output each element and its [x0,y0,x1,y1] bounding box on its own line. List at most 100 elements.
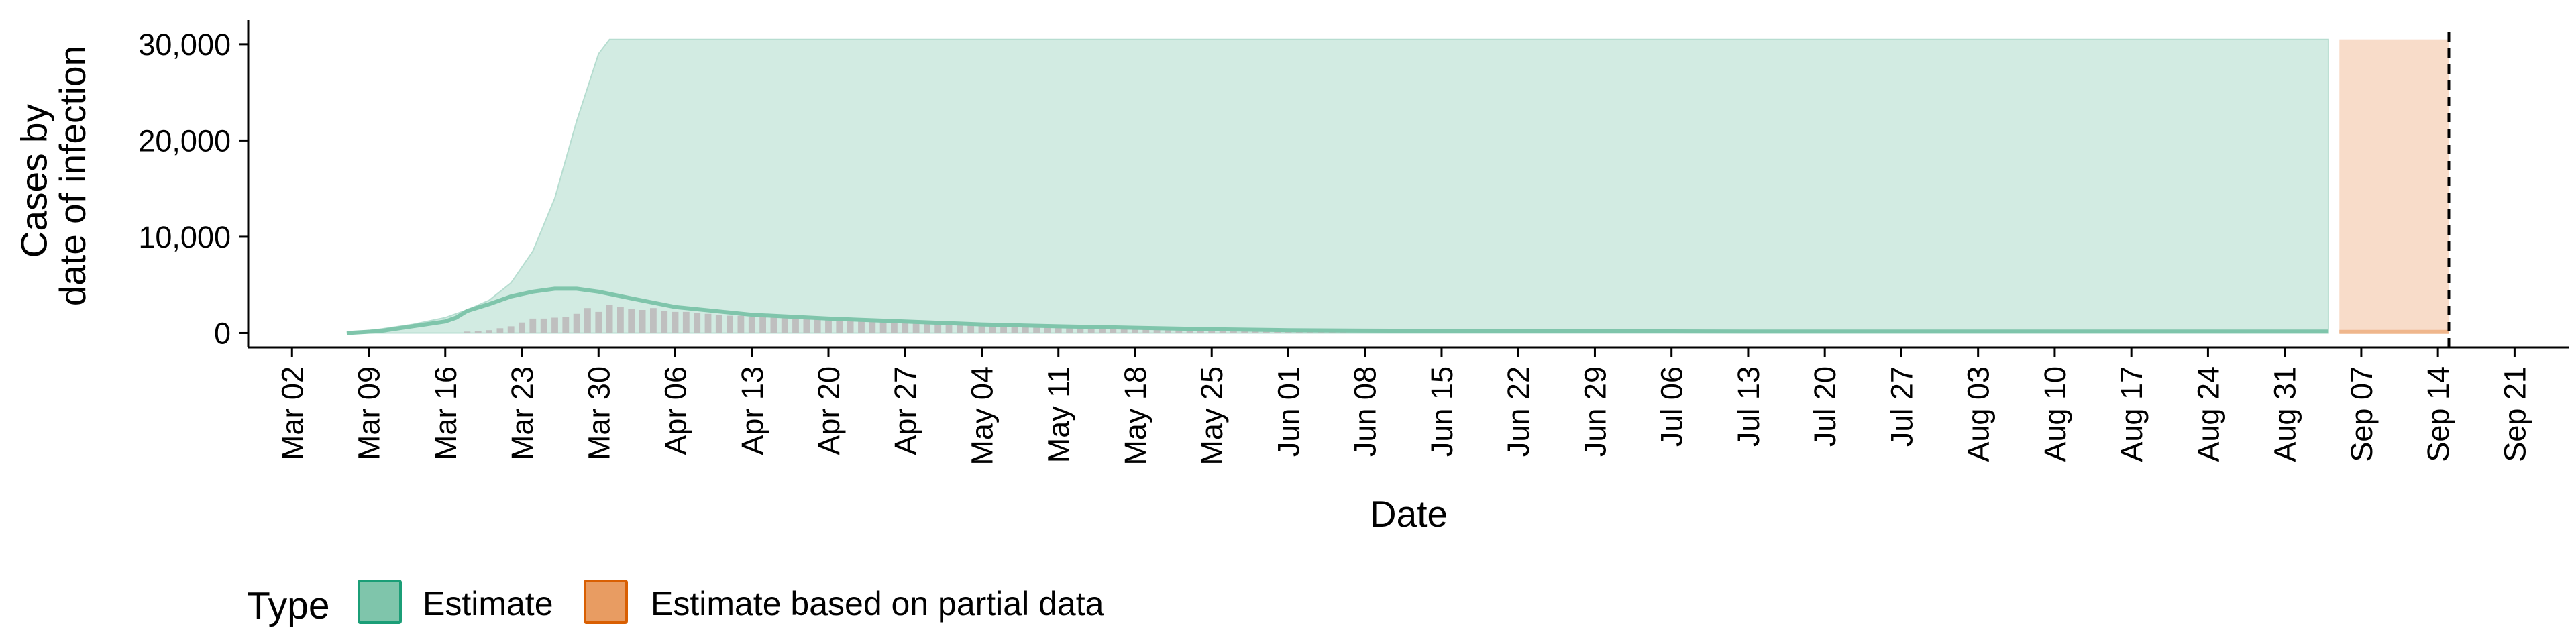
reported-case-bar [902,322,909,333]
x-tick-label: Jul 20 [1808,366,1842,447]
y-axis: 0 10,000 20,000 30,000 [138,20,250,350]
reported-case-bar [989,325,996,333]
reported-case-bar [727,315,733,333]
reported-case-bar [1186,329,1193,333]
reported-case-bar [682,311,690,333]
reported-case-bar [748,317,755,333]
reported-case-bar [507,326,515,333]
legend-swatch-partial [584,580,628,624]
x-tick-label: Sep 14 [2421,366,2455,462]
reported-case-bar [1044,327,1051,333]
x-tick-label: Jun 01 [1272,366,1306,457]
x-tick-label: Mar 16 [429,366,463,460]
x-tick-label: Apr 20 [812,366,846,455]
reported-case-bar [1252,331,1259,333]
reported-case-bar [1099,328,1106,333]
median-line-estimate [346,286,2328,335]
reported-case-bar [540,318,547,333]
reported-case-bar [803,318,810,333]
y-axis-title: Cases by date of infection [13,46,94,306]
reported-case-bar [704,313,712,333]
ribbons [346,38,2449,334]
x-tick-label: Mar 02 [275,366,309,460]
x-tick-label: Sep 07 [2345,366,2379,462]
reported-case-bar [759,317,766,333]
x-tick-label: Jul 13 [1731,366,1766,447]
reported-case-bar [617,307,624,333]
reported-case-bar [825,319,832,333]
reported-case-bar [496,328,504,333]
reported-case-bar [1077,327,1084,333]
y-tick-label: 30,000 [138,28,231,62]
reported-bars [464,305,1346,333]
reported-case-bar [1165,329,1171,333]
reported-case-bar [945,323,953,333]
reported-case-bar [781,317,788,333]
reported-case-bar [1197,330,1204,333]
y-axis-title-line-1: Cases by [13,104,55,258]
reported-case-bar [978,325,985,333]
y-axis-title-line-2: date of infection [52,46,93,306]
legend: Type Estimate Estimate based on partial … [247,580,1104,627]
reported-case-bar [1241,330,1248,333]
x-tick-label: Jun 29 [1578,366,1613,457]
y-tick-label: 0 [214,316,231,350]
reported-case-bar [1230,330,1237,333]
reported-case-bar [529,318,537,333]
reported-case-bar [879,321,887,333]
x-tick-label: Aug 31 [2268,366,2302,462]
reported-case-bar [912,322,920,333]
x-tick-label: Mar 09 [352,366,386,460]
reported-case-bar [661,311,668,333]
x-tick-label: Apr 13 [735,366,769,455]
ribbon-partial-estimate [2339,39,2449,333]
reported-case-bar [967,324,975,333]
legend-swatch-estimate [358,580,402,624]
x-tick-label: Mar 23 [505,366,539,460]
reported-case-bar [957,324,963,333]
reported-case-bar [1087,327,1095,333]
reported-case-bar [792,318,799,333]
reported-case-bar [934,323,942,333]
reported-case-bar [836,319,843,333]
reported-case-bar [1120,329,1128,333]
median-lines [346,286,2449,335]
reported-case-bar [595,311,602,333]
legend-title: Type [247,584,330,627]
reported-case-bar [1175,329,1183,333]
reported-case-bar [1022,326,1029,333]
legend-label-estimate: Estimate [423,585,553,623]
ribbon-estimate [346,38,2329,334]
reported-case-bar [639,310,646,333]
x-tick-label: Aug 10 [2038,366,2072,462]
reported-case-bar [814,318,821,333]
reported-case-bar [464,331,471,333]
x-tick-label: Apr 27 [888,366,922,455]
reported-case-bar [1142,329,1150,333]
reported-case-bar [1000,325,1007,333]
svg-text:Cases by date of infecti: Cases by date of infection [13,46,94,306]
reported-case-bar [1208,330,1216,333]
x-tick-label: May 18 [1118,366,1152,466]
reported-case-bar [1274,331,1281,333]
reported-case-bar [737,315,745,333]
x-tick-label: Aug 24 [2191,366,2225,462]
reported-case-bar [628,309,635,333]
reported-case-bar [1263,331,1270,333]
reported-case-bar [1132,329,1138,333]
reported-case-bar [1055,327,1062,333]
reported-case-bar [1153,329,1161,333]
x-tick-label: Mar 30 [582,366,616,460]
reported-case-bar [551,317,558,333]
x-axis: Mar 02 Mar 09 Mar 16 Mar 23 Mar 30 Apr 06 Apr … [248,346,2569,466]
x-tick-label: Aug 17 [2114,366,2149,462]
y-tick-label: 20,000 [138,123,231,158]
reported-case-bar [847,320,854,333]
x-tick-label: Apr 06 [659,366,693,455]
legend-label-partial: Estimate based on partial data [651,585,1104,623]
y-tick-label: 10,000 [138,220,231,254]
reported-case-bar [672,311,679,333]
reported-case-bar [1066,327,1073,333]
reported-case-bar [715,315,722,333]
